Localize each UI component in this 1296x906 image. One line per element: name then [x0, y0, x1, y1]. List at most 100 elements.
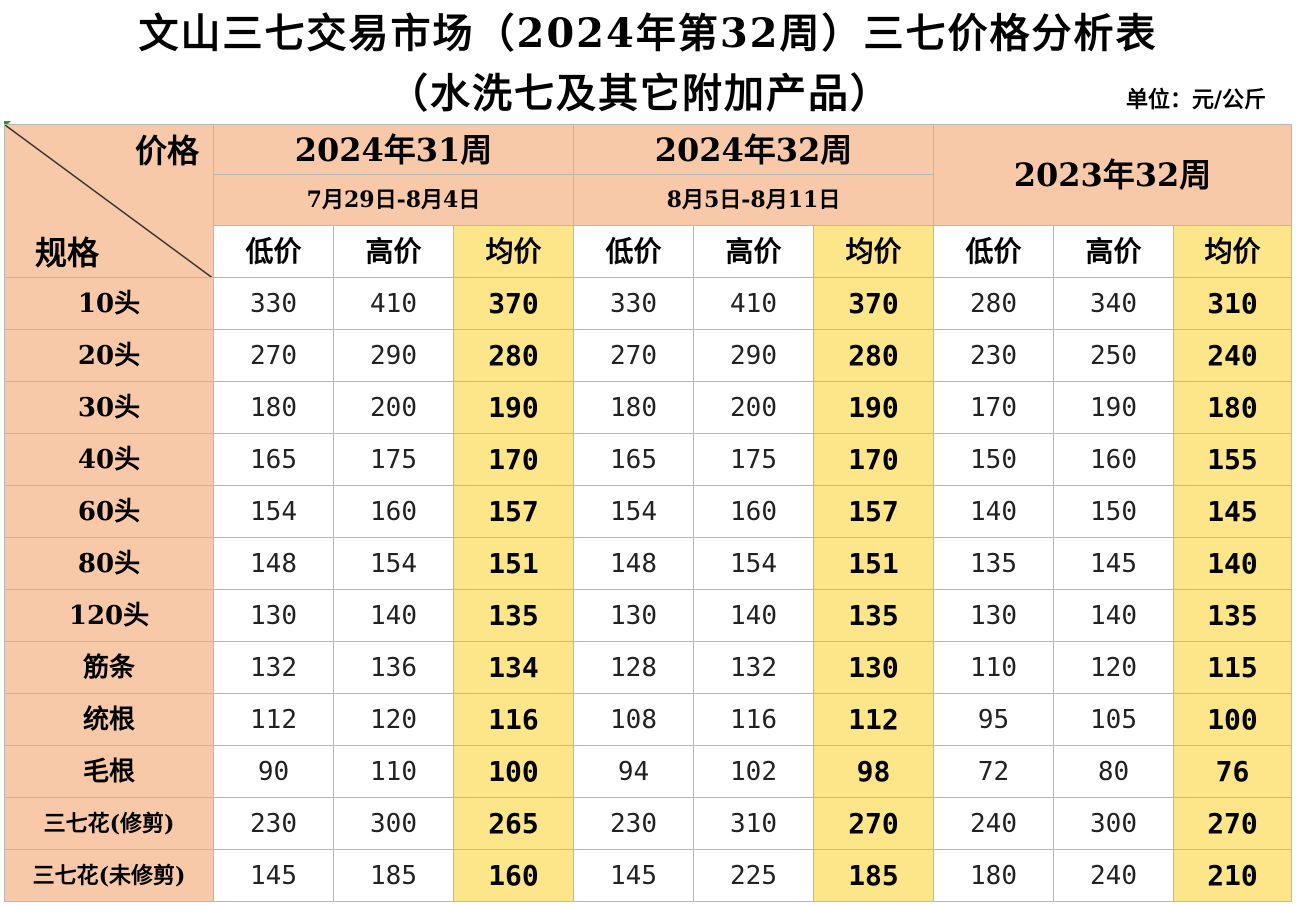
- low-price-cell: 112: [213, 693, 334, 746]
- low-price-cell: 150: [933, 433, 1054, 486]
- spec-label: 40头: [4, 433, 214, 486]
- low-price-cell: 330: [213, 277, 334, 330]
- table-row: 30头 180 200 190 180 200 190 170 190 180: [4, 381, 1292, 434]
- high-price-cell: 300: [1053, 797, 1174, 850]
- avg-price-cell: 151: [453, 537, 574, 590]
- avg-price-cell: 155: [1173, 433, 1292, 486]
- low-price-cell: 95: [933, 693, 1054, 746]
- high-price-cell: 410: [693, 277, 814, 330]
- table-row: 三七花(未修剪) 145 185 160 145 225 185 180 240 210: [4, 849, 1292, 902]
- avg-price-cell: 190: [813, 381, 934, 434]
- low-price-cell: 270: [213, 329, 334, 382]
- low-price-cell: 165: [213, 433, 334, 486]
- spec-label: 20头: [4, 329, 214, 382]
- high-price-cell: 102: [693, 745, 814, 798]
- avg-price-cell: 370: [453, 277, 574, 330]
- low-price-cell: 130: [573, 589, 694, 642]
- high-price-cell: 185: [333, 849, 454, 902]
- table-row: 80头 148 154 151 148 154 151 135 145 140: [4, 537, 1292, 590]
- spec-label: 60头: [4, 485, 214, 538]
- low-price-cell: 145: [213, 849, 334, 902]
- table-row: 10头 330 410 370 330 410 370 280 340 310: [4, 277, 1292, 330]
- low-price-cell: 148: [213, 537, 334, 590]
- avg-price-cell: 76: [1173, 745, 1292, 798]
- avg-price-cell: 160: [453, 849, 574, 902]
- price-table: 价格 规格 2024年31周 2024年32周 2023年32周 7月29日-8…: [4, 124, 1292, 902]
- low-price-cell: 110: [933, 641, 1054, 694]
- low-price-cell: 180: [573, 381, 694, 434]
- avg-price-cell: 280: [453, 329, 574, 382]
- high-price-cell: 290: [333, 329, 454, 382]
- high-price-cell: 175: [333, 433, 454, 486]
- avg-price-header: 均价: [453, 225, 574, 278]
- avg-price-cell: 280: [813, 329, 934, 382]
- low-price-cell: 180: [933, 849, 1054, 902]
- low-price-header: 低价: [213, 225, 334, 278]
- low-price-cell: 165: [573, 433, 694, 486]
- avg-price-cell: 170: [453, 433, 574, 486]
- avg-price-cell: 140: [1173, 537, 1292, 590]
- avg-price-cell: 135: [453, 589, 574, 642]
- period-dates-header: 7月29日-8月4日: [213, 174, 574, 226]
- avg-price-cell: 100: [453, 745, 574, 798]
- avg-price-cell: 270: [813, 797, 934, 850]
- spec-label: 80头: [4, 537, 214, 590]
- avg-price-cell: 210: [1173, 849, 1292, 902]
- high-price-cell: 116: [693, 693, 814, 746]
- high-price-cell: 140: [693, 589, 814, 642]
- high-price-cell: 154: [693, 537, 814, 590]
- table-row: 三七花(修剪) 230 300 265 230 310 270 240 300 270: [4, 797, 1292, 850]
- high-price-cell: 310: [693, 797, 814, 850]
- avg-price-cell: 170: [813, 433, 934, 486]
- high-price-cell: 250: [1053, 329, 1174, 382]
- low-price-cell: 145: [573, 849, 694, 902]
- low-price-cell: 132: [213, 641, 334, 694]
- table-row: 筋条 132 136 134 128 132 130 110 120 115: [4, 641, 1292, 694]
- low-price-cell: 330: [573, 277, 694, 330]
- avg-price-cell: 157: [813, 485, 934, 538]
- low-price-cell: 270: [573, 329, 694, 382]
- avg-price-cell: 265: [453, 797, 574, 850]
- corner-header-cell: 价格 规格: [4, 124, 214, 278]
- avg-price-cell: 157: [453, 485, 574, 538]
- period-week-header: 2023年32周: [933, 124, 1292, 226]
- spec-label: 筋条: [4, 641, 214, 694]
- low-price-cell: 230: [573, 797, 694, 850]
- avg-price-cell: 112: [813, 693, 934, 746]
- low-price-cell: 108: [573, 693, 694, 746]
- low-price-cell: 230: [933, 329, 1054, 382]
- high-price-cell: 132: [693, 641, 814, 694]
- table-row: 20头 270 290 280 270 290 280 230 250 240: [4, 329, 1292, 382]
- table-row: 40头 165 175 170 165 175 170 150 160 155: [4, 433, 1292, 486]
- table-row: 120头 130 140 135 130 140 135 130 140 135: [4, 589, 1292, 642]
- avg-price-cell: 240: [1173, 329, 1292, 382]
- period-week-header: 2024年31周: [213, 124, 574, 175]
- high-price-cell: 160: [693, 485, 814, 538]
- page-title: 文山三七交易市场（2024年第32周）三七价格分析表: [138, 10, 1158, 57]
- low-price-header: 低价: [933, 225, 1054, 278]
- low-price-cell: 148: [573, 537, 694, 590]
- high-price-cell: 110: [333, 745, 454, 798]
- high-price-header: 高价: [333, 225, 454, 278]
- high-price-cell: 160: [333, 485, 454, 538]
- high-price-cell: 145: [1053, 537, 1174, 590]
- period-week-header: 2024年32周: [573, 124, 934, 175]
- low-price-cell: 94: [573, 745, 694, 798]
- high-price-cell: 136: [333, 641, 454, 694]
- spec-label: 三七花(未修剪): [4, 849, 214, 902]
- avg-price-cell: 180: [1173, 381, 1292, 434]
- low-price-cell: 180: [213, 381, 334, 434]
- table-row: 统根 112 120 116 108 116 112 95 105 100: [4, 693, 1292, 746]
- high-price-cell: 290: [693, 329, 814, 382]
- avg-price-cell: 115: [1173, 641, 1292, 694]
- low-price-cell: 135: [933, 537, 1054, 590]
- spec-label: 120头: [4, 589, 214, 642]
- high-price-cell: 154: [333, 537, 454, 590]
- low-price-cell: 240: [933, 797, 1054, 850]
- high-price-cell: 300: [333, 797, 454, 850]
- avg-price-cell: 185: [813, 849, 934, 902]
- low-price-cell: 170: [933, 381, 1054, 434]
- table-row: 60头 154 160 157 154 160 157 140 150 145: [4, 485, 1292, 538]
- avg-price-cell: 310: [1173, 277, 1292, 330]
- corner-diagonal: [5, 125, 212, 277]
